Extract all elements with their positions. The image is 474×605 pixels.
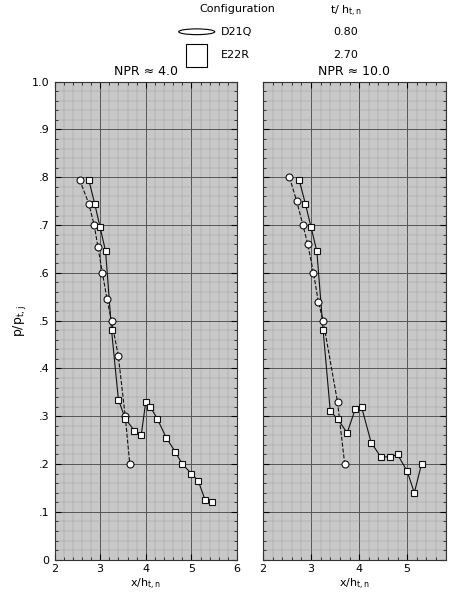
Title: NPR ≈ 10.0: NPR ≈ 10.0 <box>319 65 390 77</box>
Title: NPR ≈ 4.0: NPR ≈ 4.0 <box>114 65 178 77</box>
Text: E22R: E22R <box>220 50 249 60</box>
Circle shape <box>179 29 215 34</box>
Text: Configuration: Configuration <box>199 4 275 14</box>
FancyBboxPatch shape <box>186 44 207 67</box>
Y-axis label: p/p$_{\mathregular{t,j}}$: p/p$_{\mathregular{t,j}}$ <box>11 305 28 336</box>
X-axis label: x/h$_{\mathregular{t,n}}$: x/h$_{\mathregular{t,n}}$ <box>339 577 370 592</box>
Text: 2.70: 2.70 <box>334 50 358 60</box>
Text: t/ h$_{\mathregular{t,n}}$: t/ h$_{\mathregular{t,n}}$ <box>330 4 362 19</box>
X-axis label: x/h$_{\mathregular{t,n}}$: x/h$_{\mathregular{t,n}}$ <box>130 577 161 592</box>
Text: D21Q: D21Q <box>220 27 252 37</box>
Text: 0.80: 0.80 <box>334 27 358 37</box>
